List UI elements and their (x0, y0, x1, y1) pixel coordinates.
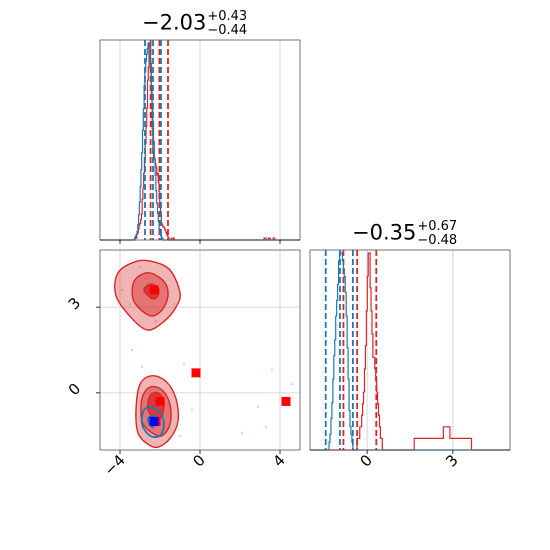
sample-dot-red (182, 363, 186, 366)
sample-dot-red (240, 431, 244, 435)
sample-dot-red (140, 365, 144, 369)
sample-dot-red (264, 425, 268, 429)
sample-dot-red (270, 368, 274, 372)
marker-point-red (149, 285, 159, 295)
sample-dot-red (128, 303, 132, 306)
marker-point-red (191, 368, 201, 378)
sample-dot-red (130, 348, 134, 352)
title-param-2-minus: −0.48 (417, 233, 458, 248)
tick-label-param1-x: 0 (189, 451, 208, 470)
tick-label-param1-x: −4 (100, 451, 128, 479)
title-param-1-minus: −0.44 (207, 23, 248, 38)
tick-label-param1-x: 4 (269, 451, 288, 470)
sample-dot-red (144, 277, 148, 280)
tick-label-param2-y: 0 (65, 380, 84, 399)
sample-dot-red (190, 408, 194, 412)
sample-dot-red (172, 303, 176, 306)
title-param-1: −2.03 +0.43 −0.44 (142, 9, 248, 39)
marker-point-red (155, 396, 165, 406)
tick-label-param2-x: 0 (356, 451, 375, 470)
tick-label-param2-y: 3 (65, 294, 84, 313)
title-param-1-plus: +0.43 (207, 9, 248, 24)
sample-dot-red (290, 383, 294, 386)
title-param-2: −0.35 +0.67 −0.48 (352, 219, 458, 249)
marker-point-blue (149, 416, 159, 426)
sample-dot-red (178, 434, 182, 437)
title-param-2-plus: +0.67 (417, 219, 458, 234)
sample-dot-red (120, 288, 124, 292)
sample-dot-red (154, 320, 158, 323)
contour-outer-blue (140, 406, 165, 439)
marker-point-red (281, 396, 291, 406)
panel-frame-h2 (309, 249, 511, 451)
sample-dot-red (138, 265, 142, 269)
tick-label-param2-x: 3 (442, 451, 461, 470)
title-param-2-value: −0.35 (352, 220, 417, 245)
title-param-1-value: −2.03 (142, 10, 207, 35)
sample-dot-red (256, 405, 260, 409)
